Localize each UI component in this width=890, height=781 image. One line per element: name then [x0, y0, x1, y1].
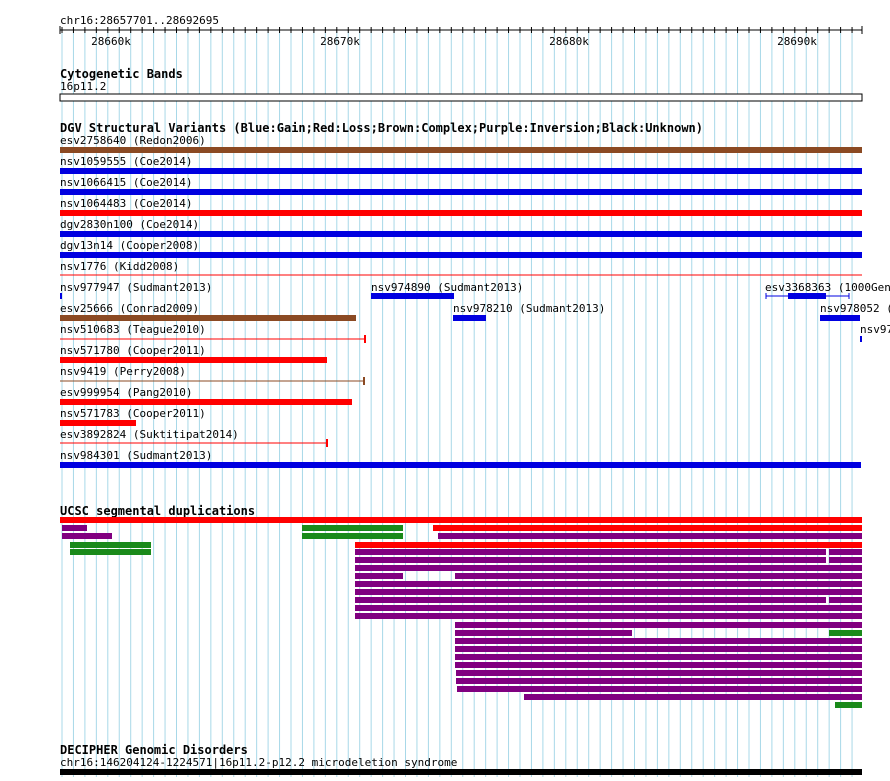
variant-feature[interactable] [60, 315, 356, 321]
segdup-feature[interactable] [829, 597, 862, 603]
segdup-feature[interactable] [456, 670, 862, 676]
variant-label: nsv977947 (Sudmant2013) [60, 281, 212, 294]
cytoband-label: 16p11.2 [60, 80, 106, 93]
segdup-feature[interactable] [455, 646, 862, 652]
variant-feature[interactable] [60, 399, 352, 405]
ruler-tick-label: 28670k [320, 35, 360, 48]
variant-label: nsv978210 (Sudmant2013) [453, 302, 605, 315]
variant-label: nsv978052 (S [820, 302, 890, 315]
variant-feature[interactable] [60, 210, 862, 216]
variant-feature[interactable] [60, 377, 365, 385]
variant-feature[interactable] [60, 189, 862, 195]
segdup-feature[interactable] [355, 557, 826, 563]
variant-label: esv3892824 (Suktitipat2014) [60, 428, 239, 441]
segdup-feature[interactable] [302, 533, 403, 539]
track-title: Cytogenetic Bands [60, 67, 183, 81]
variant-feature[interactable] [371, 293, 454, 299]
segdup-feature[interactable] [829, 557, 862, 563]
variant-feature[interactable] [60, 168, 862, 174]
variant-label: nsv1776 (Kidd2008) [60, 260, 179, 273]
segdup-feature[interactable] [829, 630, 862, 636]
variant-label: nsv1059555 (Coe2014) [60, 155, 192, 168]
variant-label: nsv571780 (Cooper2011) [60, 344, 206, 357]
variant-label: esv3368363 (1000Genom [765, 281, 890, 294]
segdup-feature[interactable] [355, 597, 826, 603]
variant-label: dgv2830n100 (Coe2014) [60, 218, 199, 231]
variant-feature[interactable] [860, 336, 862, 342]
segdup-feature[interactable] [829, 549, 862, 555]
variant-label: nsv571783 (Cooper2011) [60, 407, 206, 420]
cytoband-feature[interactable] [59, 93, 863, 102]
segdup-feature[interactable] [62, 533, 112, 539]
track-title: UCSC segmental duplications [60, 504, 255, 518]
variant-label: dgv13n14 (Cooper2008) [60, 239, 199, 252]
segdup-feature[interactable] [457, 686, 862, 692]
segdup-feature[interactable] [355, 581, 862, 587]
segdup-feature[interactable] [355, 542, 862, 548]
ruler[interactable]: chr16:28657701..28692695 28660k 28670k 2… [59, 14, 863, 48]
dgv-track[interactable]: DGV Structural Variants (Blue:Gain;Red:L… [60, 121, 890, 468]
segdup-feature[interactable] [455, 654, 862, 660]
segdup-feature[interactable] [455, 638, 862, 644]
segdup-feature[interactable] [70, 542, 151, 548]
segdup-feature[interactable] [455, 630, 632, 636]
segdup-feature[interactable] [355, 589, 862, 595]
segdup-feature[interactable] [455, 662, 862, 668]
segdup-feature[interactable] [355, 605, 862, 611]
segdup-feature[interactable] [438, 533, 862, 539]
segdup-features[interactable] [60, 517, 862, 708]
segdup-feature[interactable] [456, 678, 862, 684]
segdup-feature[interactable] [355, 613, 862, 619]
ruler-minor-ticks [61, 27, 853, 33]
cytoband-track[interactable]: Cytogenetic Bands 16p11.2 [59, 67, 863, 102]
decipher-feature[interactable] [60, 769, 862, 775]
variant-feature[interactable] [60, 439, 328, 447]
variant-label: nsv510683 (Teague2010) [60, 323, 206, 336]
variant-label: nsv1064483 (Coe2014) [60, 197, 192, 210]
variant-label: esv2758640 (Redon2006) [60, 134, 206, 147]
variant-label: nsv97 [860, 323, 890, 336]
segdup-feature[interactable] [455, 573, 862, 579]
segdup-feature[interactable] [524, 694, 862, 700]
track-title: DGV Structural Variants (Blue:Gain;Red:L… [60, 121, 703, 135]
ruler-location: chr16:28657701..28692695 [60, 14, 219, 27]
segdup-feature[interactable] [302, 525, 403, 531]
variant-feature[interactable] [60, 293, 62, 299]
segdup-feature[interactable] [455, 622, 862, 628]
decipher-track[interactable]: DECIPHER Genomic Disorders chr16:1462041… [60, 743, 862, 775]
segdup-feature[interactable] [70, 549, 151, 555]
variant-feature[interactable] [60, 462, 861, 468]
ruler-tick-label: 28680k [549, 35, 589, 48]
segdup-feature[interactable] [62, 525, 87, 531]
variant-feature[interactable] [60, 252, 862, 258]
ruler-tick-label: 28690k [777, 35, 817, 48]
variant-feature[interactable] [60, 231, 862, 237]
ruler-tick-label: 28660k [91, 35, 131, 48]
segdup-feature[interactable] [355, 565, 862, 571]
variant-label: nsv9419 (Perry2008) [60, 365, 186, 378]
segdup-track[interactable]: UCSC segmental duplications [60, 504, 862, 708]
variant-feature[interactable] [60, 357, 327, 363]
variant-feature[interactable] [820, 315, 860, 321]
variant-feature[interactable] [60, 335, 366, 343]
segdup-feature[interactable] [433, 525, 862, 531]
variant-feature[interactable] [60, 147, 862, 153]
variant-label: nsv1066415 (Coe2014) [60, 176, 192, 189]
variant-label: nsv974890 (Sudmant2013) [371, 281, 523, 294]
segdup-feature[interactable] [835, 702, 862, 708]
track-title: DECIPHER Genomic Disorders [60, 743, 248, 757]
segdup-feature[interactable] [355, 573, 403, 579]
segdup-feature[interactable] [355, 549, 826, 555]
segdup-feature[interactable] [60, 517, 862, 523]
variant-label: esv999954 (Pang2010) [60, 386, 192, 399]
variant-label: nsv984301 (Sudmant2013) [60, 449, 212, 462]
variant-feature[interactable] [60, 420, 136, 426]
variant-label: esv25666 (Conrad2009) [60, 302, 199, 315]
decipher-label: chr16:146204124-1224571|16p11.2-p12.2 mi… [60, 756, 457, 769]
variant-feature[interactable] [453, 315, 486, 321]
variant-feature[interactable] [765, 293, 850, 299]
